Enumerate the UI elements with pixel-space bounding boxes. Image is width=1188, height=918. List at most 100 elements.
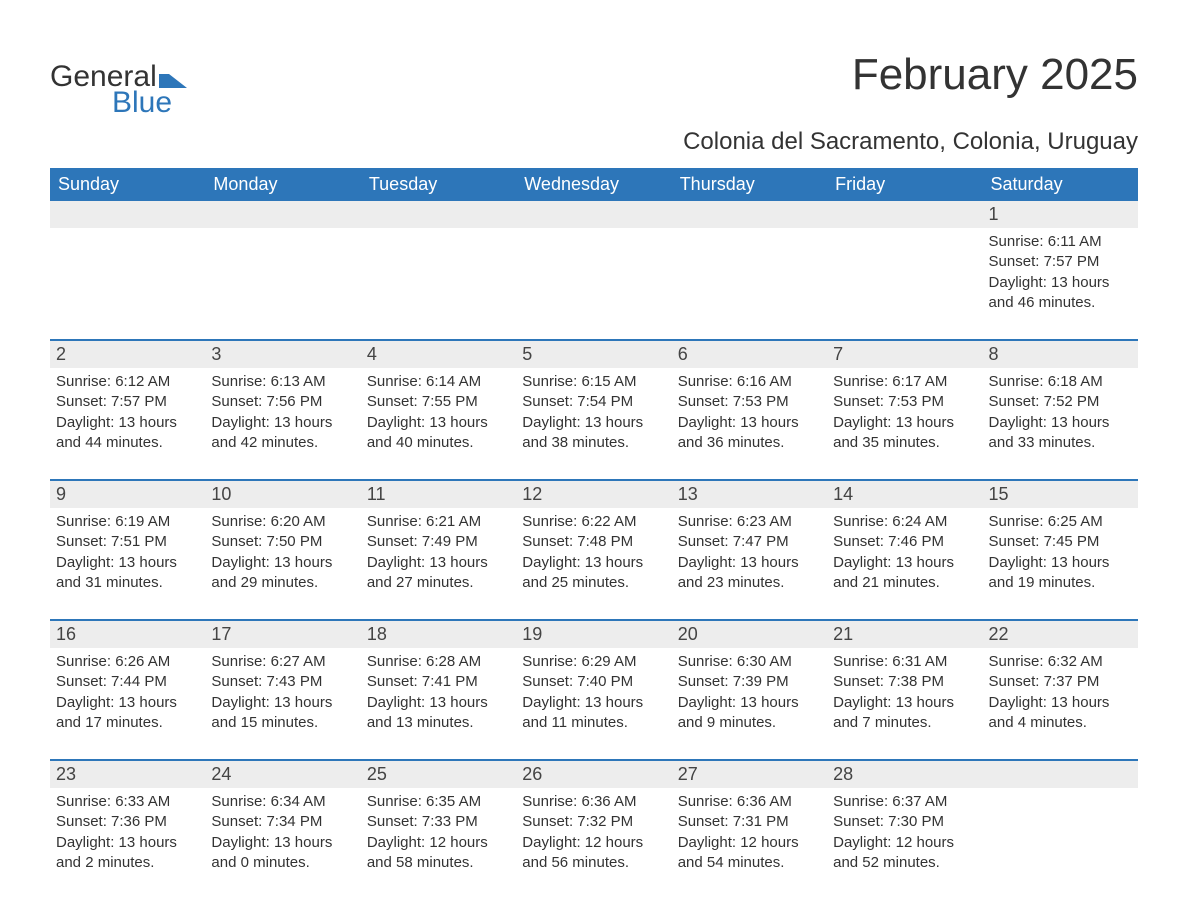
sunset-text: Sunset: 7:39 PM xyxy=(678,672,821,692)
day-content: Sunrise: 6:35 AMSunset: 7:33 PMDaylight:… xyxy=(361,788,516,877)
day-number xyxy=(672,201,827,228)
day-number: 16 xyxy=(50,621,205,648)
day-number: 19 xyxy=(516,621,671,648)
daylight-text: Daylight: 12 hours and 58 minutes. xyxy=(367,833,510,874)
sunrise-text: Sunrise: 6:27 AM xyxy=(211,652,354,672)
daylight-text: Daylight: 13 hours and 21 minutes. xyxy=(833,553,976,594)
day-headers-row: SundayMondayTuesdayWednesdayThursdayFrid… xyxy=(50,168,1138,201)
day-cell: 17Sunrise: 6:27 AMSunset: 7:43 PMDayligh… xyxy=(205,621,360,759)
day-cell: 21Sunrise: 6:31 AMSunset: 7:38 PMDayligh… xyxy=(827,621,982,759)
week-row: 23Sunrise: 6:33 AMSunset: 7:36 PMDayligh… xyxy=(50,759,1138,899)
day-content: Sunrise: 6:21 AMSunset: 7:49 PMDaylight:… xyxy=(361,508,516,597)
day-cell: 19 Sunrise: 6:29 AMSunset: 7:40 PMDayligh… xyxy=(516,621,671,759)
day-content: Sunrise: 6:32 AMSunset: 7:37 PMDaylight:… xyxy=(983,648,1138,737)
sunset-text: Sunset: 7:45 PM xyxy=(989,532,1132,552)
daylight-text: Daylight: 13 hours and 0 minutes. xyxy=(211,833,354,874)
sunrise-text: Sunrise: 6:33 AM xyxy=(56,792,199,812)
daylight-text: Daylight: 13 hours and 17 minutes. xyxy=(56,693,199,734)
day-number: 13 xyxy=(672,481,827,508)
sunrise-text: Sunrise: 6:21 AM xyxy=(367,512,510,532)
daylight-text: Daylight: 13 hours and 33 minutes. xyxy=(989,413,1132,454)
sunset-text: Sunset: 7:53 PM xyxy=(833,392,976,412)
day-number xyxy=(983,761,1138,788)
day-content: Sunrise: 6:22 AMSunset: 7:48 PMDaylight:… xyxy=(516,508,671,597)
daylight-text: Daylight: 13 hours and 31 minutes. xyxy=(56,553,199,594)
header-row: General Blue February 2025 xyxy=(50,50,1138,120)
day-cell: 3Sunrise: 6:13 AMSunset: 7:56 PMDaylight… xyxy=(205,341,360,479)
logo: General Blue xyxy=(50,60,187,120)
sunset-text: Sunset: 7:36 PM xyxy=(56,812,199,832)
daylight-text: Daylight: 13 hours and 19 minutes. xyxy=(989,553,1132,594)
day-header: Saturday xyxy=(983,168,1138,201)
sunset-text: Sunset: 7:44 PM xyxy=(56,672,199,692)
week-row: 9Sunrise: 6:19 AMSunset: 7:51 PMDaylight… xyxy=(50,479,1138,619)
daylight-text: Daylight: 13 hours and 35 minutes. xyxy=(833,413,976,454)
sunrise-text: Sunrise: 6:26 AM xyxy=(56,652,199,672)
daylight-text: Daylight: 13 hours and 27 minutes. xyxy=(367,553,510,594)
day-cell: 16 Sunrise: 6:26 AMSunset: 7:44 PMDayligh… xyxy=(50,621,205,759)
logo-text-blue: Blue xyxy=(112,86,172,120)
day-number: 24 xyxy=(205,761,360,788)
day-content: Sunrise: 6:36 AMSunset: 7:32 PMDaylight:… xyxy=(516,788,671,877)
day-cell: 25Sunrise: 6:35 AMSunset: 7:33 PMDayligh… xyxy=(361,761,516,899)
week-row: 16Sunrise: 6:26 AMSunset: 7:44 PMDayligh… xyxy=(50,619,1138,759)
day-content: Sunrise: 6:27 AMSunset: 7:43 PMDaylight:… xyxy=(205,648,360,737)
day-cell: 22Sunrise: 6:32 AMSunset: 7:37 PMDayligh… xyxy=(983,621,1138,759)
day-content: Sunrise: 6:34 AMSunset: 7:34 PMDaylight:… xyxy=(205,788,360,877)
sunrise-text: Sunrise: 6:32 AM xyxy=(989,652,1132,672)
sunset-text: Sunset: 7:32 PM xyxy=(522,812,665,832)
day-cell: 28Sunrise: 6:37 AMSunset: 7:30 PMDayligh… xyxy=(827,761,982,899)
sunrise-text: Sunrise: 6:35 AM xyxy=(367,792,510,812)
day-content: Sunrise: 6:13 AMSunset: 7:56 PMDaylight:… xyxy=(205,368,360,457)
day-number: 4 xyxy=(361,341,516,368)
sunset-text: Sunset: 7:54 PM xyxy=(522,392,665,412)
sunset-text: Sunset: 7:53 PM xyxy=(678,392,821,412)
day-cell xyxy=(50,201,205,339)
day-header: Sunday xyxy=(50,168,205,201)
week-row: 1Sunrise: 6:11 AMSunset: 7:57 PMDaylight… xyxy=(50,201,1138,339)
day-cell xyxy=(205,201,360,339)
day-content: Sunrise: 6:11 AMSunset: 7:57 PMDaylight:… xyxy=(983,228,1138,317)
weeks-container: 1Sunrise: 6:11 AMSunset: 7:57 PMDaylight… xyxy=(50,201,1138,899)
daylight-text: Daylight: 13 hours and 11 minutes. xyxy=(522,693,665,734)
month-title: February 2025 xyxy=(852,50,1138,100)
day-content: Sunrise: 6:15 AMSunset: 7:54 PMDaylight:… xyxy=(516,368,671,457)
sunset-text: Sunset: 7:41 PM xyxy=(367,672,510,692)
daylight-text: Daylight: 13 hours and 2 minutes. xyxy=(56,833,199,874)
day-number: 10 xyxy=(205,481,360,508)
sunset-text: Sunset: 7:31 PM xyxy=(678,812,821,832)
sunrise-text: Sunrise: 6:29 AM xyxy=(522,652,665,672)
sunset-text: Sunset: 7:57 PM xyxy=(56,392,199,412)
sunset-text: Sunset: 7:37 PM xyxy=(989,672,1132,692)
sunrise-text: Sunrise: 6:18 AM xyxy=(989,372,1132,392)
sunrise-text: Sunrise: 6:19 AM xyxy=(56,512,199,532)
day-number: 1 xyxy=(983,201,1138,228)
day-content: Sunrise: 6:17 AMSunset: 7:53 PMDaylight:… xyxy=(827,368,982,457)
day-cell: 9Sunrise: 6:19 AMSunset: 7:51 PMDaylight… xyxy=(50,481,205,619)
day-number xyxy=(50,201,205,228)
daylight-text: Daylight: 13 hours and 42 minutes. xyxy=(211,413,354,454)
sunset-text: Sunset: 7:40 PM xyxy=(522,672,665,692)
day-number: 18 xyxy=(361,621,516,648)
day-cell: 11Sunrise: 6:21 AMSunset: 7:49 PMDayligh… xyxy=(361,481,516,619)
sunrise-text: Sunrise: 6:13 AM xyxy=(211,372,354,392)
day-number: 11 xyxy=(361,481,516,508)
day-content: Sunrise: 6:24 AMSunset: 7:46 PMDaylight:… xyxy=(827,508,982,597)
week-row: 2Sunrise: 6:12 AMSunset: 7:57 PMDaylight… xyxy=(50,339,1138,479)
sunrise-text: Sunrise: 6:24 AM xyxy=(833,512,976,532)
day-content: Sunrise: 6:20 AMSunset: 7:50 PMDaylight:… xyxy=(205,508,360,597)
day-number: 17 xyxy=(205,621,360,648)
day-cell: 5Sunrise: 6:15 AMSunset: 7:54 PMDaylight… xyxy=(516,341,671,479)
sunset-text: Sunset: 7:55 PM xyxy=(367,392,510,412)
sunset-text: Sunset: 7:48 PM xyxy=(522,532,665,552)
sunset-text: Sunset: 7:33 PM xyxy=(367,812,510,832)
day-number: 21 xyxy=(827,621,982,648)
sunrise-text: Sunrise: 6:11 AM xyxy=(989,232,1132,252)
day-content: Sunrise: 6:23 AMSunset: 7:47 PMDaylight:… xyxy=(672,508,827,597)
sunrise-text: Sunrise: 6:36 AM xyxy=(678,792,821,812)
daylight-text: Daylight: 13 hours and 15 minutes. xyxy=(211,693,354,734)
day-content: Sunrise: 6:12 AMSunset: 7:57 PMDaylight:… xyxy=(50,368,205,457)
day-content: Sunrise: 6:33 AMSunset: 7:36 PMDaylight:… xyxy=(50,788,205,877)
day-number: 12 xyxy=(516,481,671,508)
day-content: Sunrise: 6:37 AMSunset: 7:30 PMDaylight:… xyxy=(827,788,982,877)
